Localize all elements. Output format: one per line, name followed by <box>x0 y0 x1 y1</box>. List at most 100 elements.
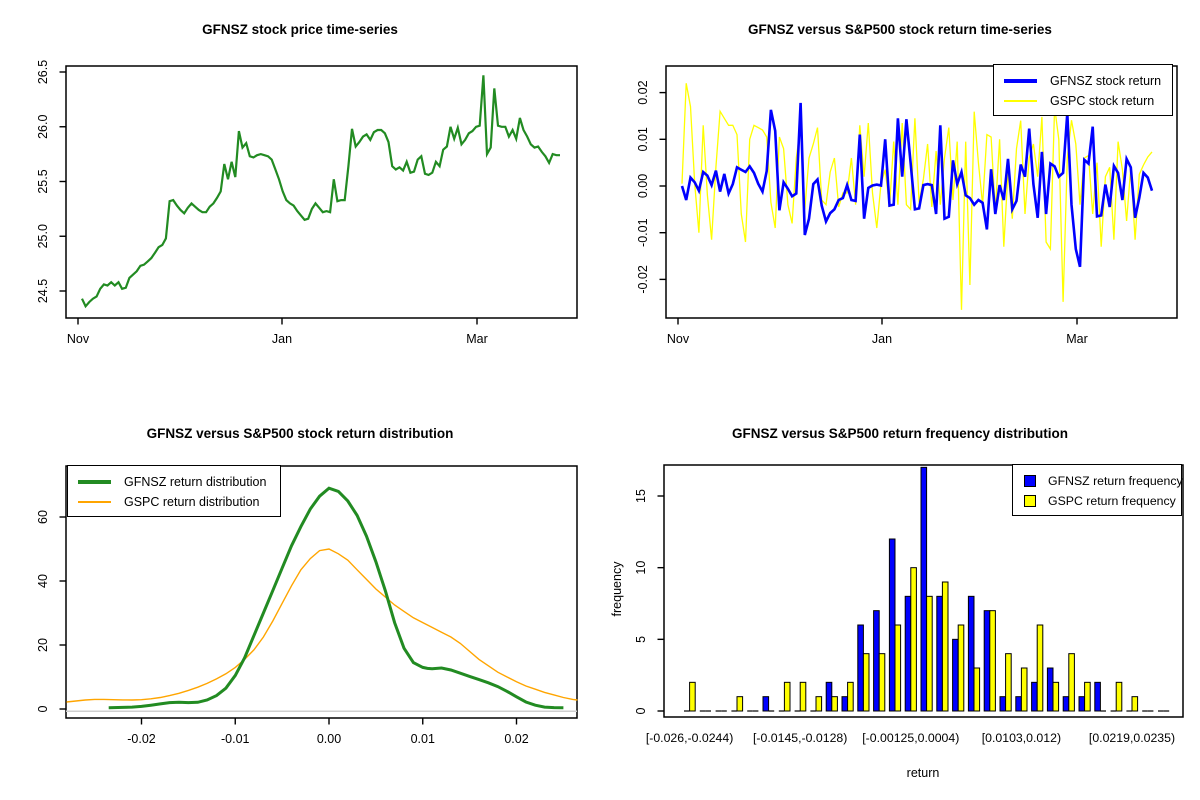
plot-border <box>65 65 578 319</box>
bar <box>1031 681 1038 712</box>
bar <box>920 466 928 712</box>
bar <box>1046 667 1054 712</box>
bar <box>815 696 823 712</box>
bar <box>878 653 886 712</box>
histogram-chart-plot: 0 5 10 15 [-0.026,-0.0244) [-0.0145,-0.0128) [… <box>634 464 1184 745</box>
legend-label: GFNSZ return frequency <box>1048 474 1183 488</box>
x-tick-label: Nov <box>67 332 90 346</box>
bar <box>831 696 838 712</box>
legend-label: GFNSZ stock return <box>1050 74 1162 88</box>
bar <box>873 610 880 712</box>
returns-chart-title: GFNSZ versus S&P500 stock return time-se… <box>748 22 1052 37</box>
returns-legend: GFNSZ stock return GSPC stock return <box>993 64 1173 116</box>
bar <box>841 696 849 712</box>
frequency-axis-label: frequency <box>610 561 624 617</box>
bar <box>888 538 896 712</box>
bar <box>904 595 912 712</box>
y-tick-label: 5 <box>634 636 648 643</box>
plot-border <box>665 65 1178 319</box>
y-tick-label: 0.01 <box>636 127 650 151</box>
yellow-line-swatch <box>1004 100 1037 102</box>
y-tick-label: 25.0 <box>36 224 50 248</box>
x-tick-label: -0.02 <box>127 732 156 746</box>
histogram-legend: GFNSZ return frequency GSPC return frequ… <box>1012 464 1183 516</box>
bar <box>936 595 943 712</box>
x-tick-label: Jan <box>272 332 292 346</box>
bar <box>1015 696 1022 712</box>
bar <box>783 681 791 712</box>
x-tick-label: Mar <box>1066 332 1088 346</box>
plot-border <box>663 464 1184 718</box>
legend-item-gfnsz-frequency: GFNSZ return frequency <box>1015 471 1183 491</box>
bar <box>862 653 870 712</box>
price-chart-plot: 24.5 25.0 25.5 26.0 26.5 Nov Jan Mar <box>36 60 578 346</box>
orange-line-swatch <box>78 501 111 503</box>
bin-label: [-0.026,-0.0244) <box>646 731 734 745</box>
series-gspc-stock-return <box>681 83 1153 310</box>
y-tick-label: 0 <box>634 707 648 714</box>
histogram-chart-title: GFNSZ versus S&P500 return frequency dis… <box>731 426 1069 441</box>
legend-item-gfnsz-distribution: GFNSZ return distribution <box>78 472 276 492</box>
x-tick-label: 0.00 <box>317 732 341 746</box>
bar <box>894 624 902 712</box>
bar <box>1131 696 1139 712</box>
bar <box>799 681 807 712</box>
bar <box>736 696 744 712</box>
green-line-swatch <box>78 480 111 484</box>
legend-label: GSPC return frequency <box>1048 494 1176 508</box>
bar <box>967 595 975 712</box>
returns-chart-plot: -0.02 -0.01 0.00 0.01 0.02 Nov Jan Mar <box>636 65 1178 346</box>
bar <box>1052 681 1060 712</box>
bar <box>825 681 833 712</box>
bar <box>1062 696 1070 712</box>
bar <box>1078 696 1086 712</box>
legend-label: GSPC return distribution <box>124 495 260 509</box>
legend-item-gspc-frequency: GSPC return frequency <box>1015 491 1177 511</box>
series-gfnsz-return-distribution <box>108 486 564 710</box>
bin-label: [0.0103,0.012) <box>982 731 1061 745</box>
legend-label: GFNSZ return distribution <box>124 475 267 489</box>
y-tick-label: 15 <box>634 489 648 503</box>
legend-item-gspc-distribution: GSPC return distribution <box>78 492 276 512</box>
density-legend: GFNSZ return distribution GSPC return di… <box>67 465 281 517</box>
legend-item-gfnsz-return: GFNSZ stock return <box>1004 71 1168 91</box>
x-tick-label: Mar <box>466 332 488 346</box>
bar <box>847 681 854 712</box>
plot-border <box>65 465 578 719</box>
x-tick-label: -0.01 <box>221 732 250 746</box>
price-chart-title: GFNSZ stock price time-series <box>202 22 398 37</box>
y-tick-label: -0.02 <box>636 265 650 294</box>
series-gfnsz-stock-return <box>680 102 1154 268</box>
bar <box>941 581 949 712</box>
bar <box>1068 653 1075 712</box>
bar <box>957 624 965 712</box>
bar <box>910 567 917 712</box>
bar <box>983 610 991 712</box>
yellow-square-swatch <box>1024 495 1036 507</box>
bin-label: [-0.00125,0.0004) <box>862 731 959 745</box>
bar <box>1084 681 1091 712</box>
density-chart-plot: 0 20 40 60 -0.02 -0.01 0.00 0.01 0.02 <box>36 465 578 746</box>
bar <box>999 696 1007 712</box>
legend-item-gspc-return: GSPC stock return <box>1004 91 1168 111</box>
x-tick-label: 0.01 <box>411 732 435 746</box>
y-tick-label: 0.02 <box>636 80 650 104</box>
y-tick-label: 25.5 <box>36 169 50 193</box>
bar <box>1020 667 1028 712</box>
y-tick-label: -0.01 <box>636 218 650 247</box>
y-tick-label: 24.5 <box>36 279 50 303</box>
bar <box>1115 681 1123 712</box>
y-tick-label: 0.00 <box>636 174 650 198</box>
x-tick-label: 0.02 <box>504 732 528 746</box>
bar <box>973 667 981 712</box>
y-tick-label: 0 <box>36 705 50 712</box>
return-axis-label: return <box>906 766 940 780</box>
blue-square-swatch <box>1024 475 1036 487</box>
y-tick-label: 26.0 <box>36 115 50 139</box>
bar <box>1036 624 1044 712</box>
series-gfnsz-price <box>81 75 560 309</box>
y-tick-label: 40 <box>36 574 50 588</box>
series-gspc-return-distribution <box>66 548 578 703</box>
bin-label: [0.0219,0.0235) <box>1089 731 1175 745</box>
